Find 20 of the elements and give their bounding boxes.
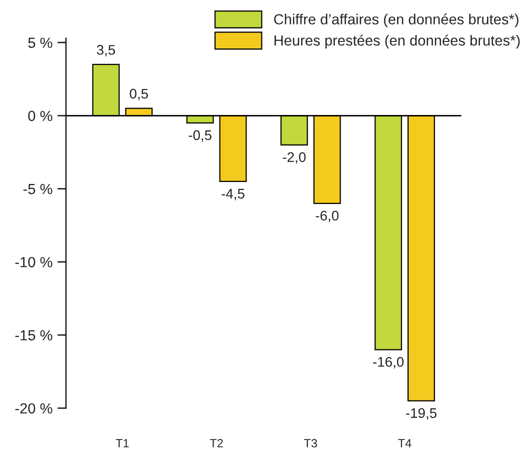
y-tick-label: 5 % bbox=[28, 38, 52, 48]
x-tick-label: T2 bbox=[210, 439, 223, 448]
y-tick-label: -20 % bbox=[15, 403, 52, 414]
legend-label: Chiffre d’affaires (en données brutes*) bbox=[274, 14, 518, 28]
data-label: -16,0 bbox=[373, 356, 404, 368]
y-tick-label: -5 % bbox=[23, 184, 52, 194]
data-label: 0,5 bbox=[130, 88, 148, 100]
x-tick-label: T4 bbox=[398, 439, 412, 448]
legend-label: Heures prestées (en données brutes*) bbox=[274, 34, 520, 49]
data-label: 3,5 bbox=[96, 44, 116, 56]
x-tick-label: T3 bbox=[304, 439, 318, 448]
data-label: -6,0 bbox=[316, 210, 339, 222]
data-label: -4,5 bbox=[222, 188, 244, 200]
data-label: -2,0 bbox=[282, 152, 306, 164]
y-tick-label: -15 % bbox=[15, 330, 52, 340]
data-label: -19,5 bbox=[406, 408, 436, 420]
y-tick-label: -10 % bbox=[15, 257, 52, 268]
y-tick-label: 0 % bbox=[28, 110, 52, 122]
data-label: -0,5 bbox=[188, 130, 212, 142]
x-tick-label: T1 bbox=[116, 439, 129, 448]
